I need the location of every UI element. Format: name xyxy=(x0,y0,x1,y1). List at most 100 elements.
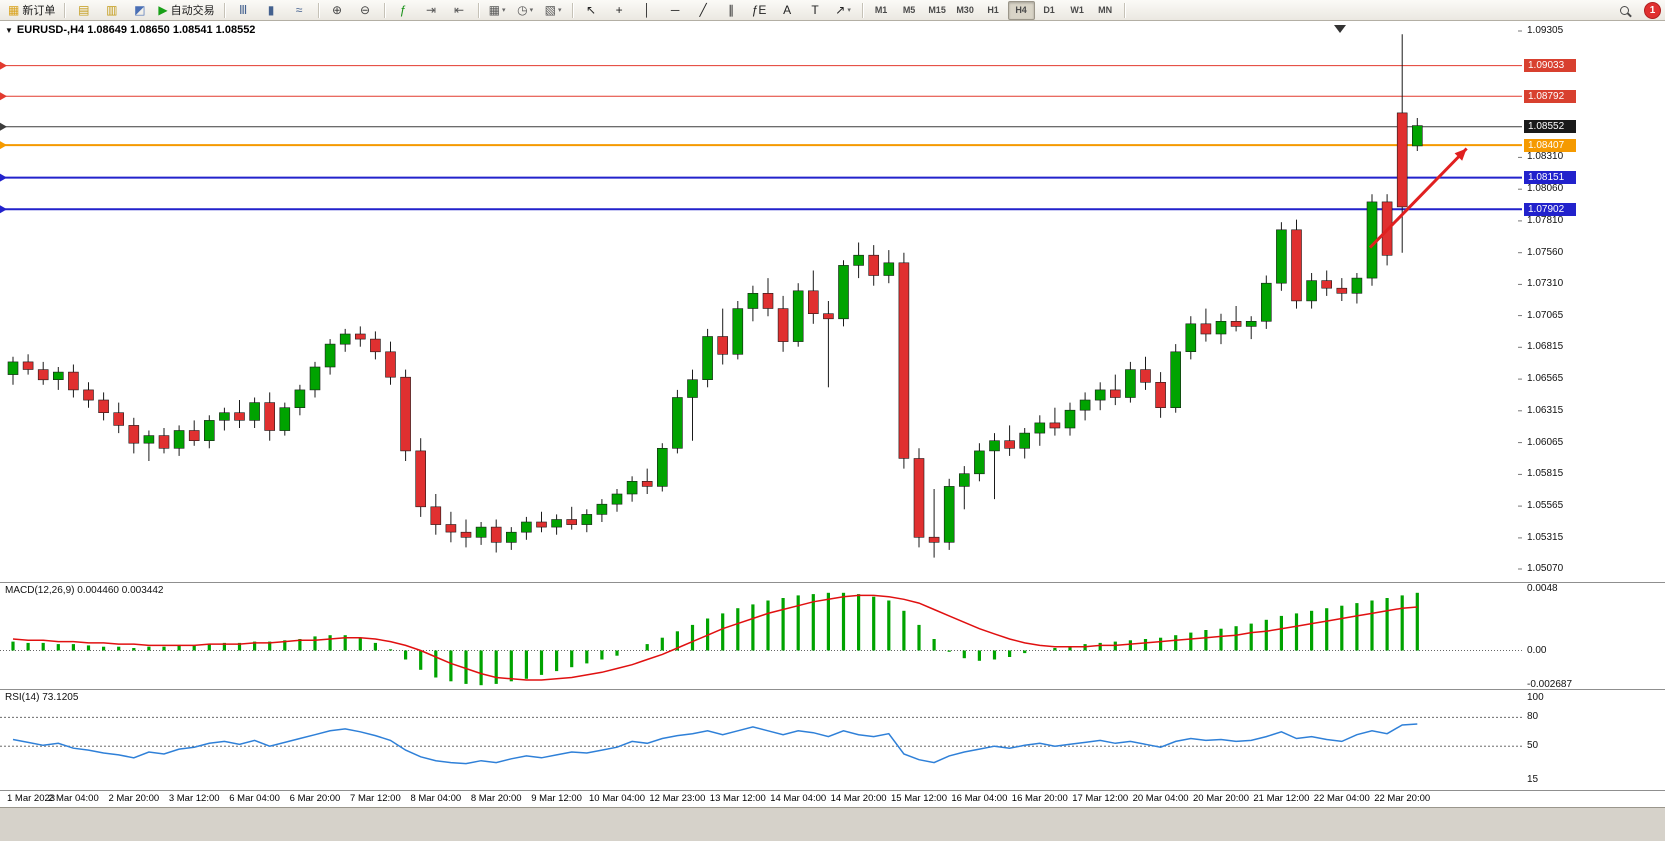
zoom-out-icon[interactable]: ⊖ xyxy=(360,3,371,17)
price-tick: 1.06065 xyxy=(1527,436,1564,448)
time-label: 16 Mar 20:00 xyxy=(1011,793,1068,804)
hline-left-marker xyxy=(0,141,7,150)
cursor-icon[interactable]: ↖ xyxy=(586,3,597,17)
rsi-line xyxy=(12,723,1418,765)
auto-trading-button[interactable]: ▶ 自动交易 xyxy=(158,3,215,17)
time-label: 13 Mar 12:00 xyxy=(709,793,766,804)
period-icon[interactable]: ◷ ▾ xyxy=(517,3,534,17)
price-tick: 1.07560 xyxy=(1527,246,1564,258)
toolbar-group-draw: ↖ + │ ─ ╱ ∥ ƒE A T ↗ ▾ xyxy=(578,1,857,20)
channel-icon[interactable]: ∥ xyxy=(728,3,735,17)
zoom-in-icon[interactable]: ⊕ xyxy=(332,3,343,17)
horizontal-line-icon[interactable]: ─ xyxy=(670,3,680,17)
arrows-icon[interactable]: ↗ ▾ xyxy=(835,3,851,17)
indicators-icon[interactable]: ƒ xyxy=(399,3,407,17)
search-icon[interactable] xyxy=(1611,1,1638,20)
price-tick: 1.05565 xyxy=(1527,500,1564,512)
new-chart-icon[interactable]: ▦ ▾ xyxy=(488,3,506,17)
tf-mn[interactable]: MN xyxy=(1098,5,1113,15)
price-tick: 1.06815 xyxy=(1527,341,1564,353)
price-tick: 1.09305 xyxy=(1527,25,1564,36)
price-chart-panel[interactable]: ▼ EURUSD-,H4 1.08649 1.08650 1.08541 1.0… xyxy=(0,21,1665,583)
profiles-icon[interactable]: ▥ xyxy=(106,3,118,17)
dropdown-arrow-icon: ▾ xyxy=(529,7,534,14)
time-label: 15 Mar 12:00 xyxy=(891,793,947,804)
chart-title-row: ▼ EURUSD-,H4 1.08649 1.08650 1.08541 1.0… xyxy=(5,24,255,36)
price-line-badge[interactable]: 1.09033 xyxy=(1524,59,1576,73)
trend-arrow[interactable] xyxy=(1368,147,1468,249)
tf-m30[interactable]: M30 xyxy=(956,5,974,15)
rsi-panel[interactable]: RSI(14) 73.1205 100 80 50 15 xyxy=(0,690,1665,791)
template-icon[interactable]: ▧ ▾ xyxy=(544,3,562,17)
dropdown-arrow-icon: ▾ xyxy=(557,7,562,14)
macd-tick: 0.00 xyxy=(1527,644,1547,656)
price-tick: 1.07810 xyxy=(1527,214,1564,226)
toolbar-group-right: 1 xyxy=(1611,1,1661,20)
text-icon[interactable]: A xyxy=(783,3,792,17)
trend-arrow-head xyxy=(1454,148,1467,161)
new-order-button[interactable]: ▦ 新订单 xyxy=(8,3,56,17)
chart-window[interactable]: ▼ EURUSD-,H4 1.08649 1.08650 1.08541 1.0… xyxy=(0,21,1665,807)
charts-icon[interactable]: ▤ xyxy=(78,3,90,17)
tf-d1[interactable]: D1 xyxy=(1043,5,1055,15)
tf-w1[interactable]: W1 xyxy=(1070,5,1084,15)
time-label: 9 Mar 12:00 xyxy=(531,793,582,804)
tf-m15[interactable]: M15 xyxy=(928,5,946,15)
tf-h4[interactable]: H4 xyxy=(1007,0,1035,20)
toolbar-group-zoom: ⊕ ⊖ xyxy=(324,1,379,20)
hline-left-marker xyxy=(0,173,7,182)
time-label: 6 Mar 20:00 xyxy=(289,793,341,804)
time-label: 14 Mar 20:00 xyxy=(830,793,887,804)
rsi-plot[interactable] xyxy=(0,690,1665,790)
rsi-tick: 80 xyxy=(1527,711,1539,723)
price-line-badge[interactable]: 1.08407 xyxy=(1524,138,1576,152)
time-label: 20 Mar 04:00 xyxy=(1132,793,1189,804)
price-line-badge[interactable]: 1.08552 xyxy=(1524,120,1576,134)
tf-m1[interactable]: M1 xyxy=(874,5,888,15)
tf-h1[interactable]: H1 xyxy=(987,5,999,15)
macd-panel[interactable]: MACD(12,26,9) 0.004460 0.003442 0.0048 0.… xyxy=(0,583,1665,690)
dropdown-arrow-icon: ▾ xyxy=(847,7,851,14)
time-label: 20 Mar 20:00 xyxy=(1193,793,1249,804)
market-watch-icon[interactable]: ◩ xyxy=(134,3,146,17)
rsi-tick: 15 xyxy=(1527,774,1539,785)
time-label: 2 Mar 20:00 xyxy=(108,793,160,804)
one-click-trading-toggle[interactable]: ▼ xyxy=(5,25,13,35)
toolbar-separator xyxy=(861,2,863,18)
time-label: 6 Mar 04:00 xyxy=(229,793,280,804)
macd-plot[interactable] xyxy=(0,583,1665,689)
crosshair-icon[interactable]: + xyxy=(615,3,623,17)
candlestick-icon[interactable]: ▮ xyxy=(267,3,275,17)
bar-chart-icon[interactable]: Ⅲ xyxy=(238,3,248,17)
time-label: 3 Mar 12:00 xyxy=(168,793,220,804)
main-toolbar: ▦ 新订单 ▤ ▥ ◩ ▶ 自动交易 Ⅲ ▮ ≈ ⊕ ⊖ ƒ ⇥ ⇤ ▦ ▾ ◷ ▾ ▧ ▾ ↖ + │ ─ ╱ ∥ ƒE A T ↗ ▾ M1… xyxy=(0,0,1665,21)
magnifier-glyph xyxy=(1620,5,1629,15)
notification-badge[interactable]: 1 xyxy=(1644,1,1661,19)
time-axis[interactable]: 1 Mar 2023 2 Mar 04:00 2 Mar 20:00 3 Mar 12… xyxy=(0,791,1665,807)
time-label: 2 Mar 04:00 xyxy=(48,793,99,804)
label-icon[interactable]: T xyxy=(811,3,819,17)
macd-signal-line xyxy=(12,594,1418,681)
price-line-badge[interactable]: 1.08792 xyxy=(1524,89,1576,103)
time-label: 12 Mar 23:00 xyxy=(649,793,706,804)
macd-histogram xyxy=(11,592,1419,686)
vertical-line-icon[interactable]: │ xyxy=(643,3,651,17)
price-tick: 1.05070 xyxy=(1527,563,1564,574)
price-tick: 1.07310 xyxy=(1527,278,1564,290)
line-chart-icon[interactable]: ≈ xyxy=(295,3,303,17)
trendline-icon[interactable]: ╱ xyxy=(699,3,707,17)
price-line-badge[interactable]: 1.07902 xyxy=(1524,202,1576,216)
time-label: 16 Mar 04:00 xyxy=(951,793,1008,804)
price-plot[interactable] xyxy=(0,21,1665,582)
fibonacci-icon[interactable]: ƒE xyxy=(751,3,767,17)
chart-shift-icon[interactable]: ⇤ xyxy=(454,3,465,17)
toolbar-group-order: ▦ 新订单 xyxy=(4,1,59,20)
price-tick: 1.06315 xyxy=(1527,404,1564,416)
price-line-badge[interactable]: 1.08151 xyxy=(1524,171,1576,185)
auto-scroll-icon[interactable]: ⇥ xyxy=(426,3,437,17)
price-tick: 1.08060 xyxy=(1527,183,1564,195)
toolbar-group-system: ▤ ▥ ◩ ▶ 自动交易 xyxy=(70,1,218,20)
rsi-tick: 100 xyxy=(1527,692,1544,703)
tf-m5[interactable]: M5 xyxy=(902,5,916,15)
chart-title: EURUSD-,H4 1.08649 1.08650 1.08541 1.085… xyxy=(16,24,256,36)
